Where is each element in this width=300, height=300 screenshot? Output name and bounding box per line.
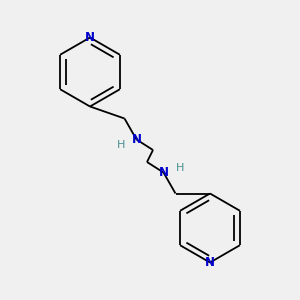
Text: H: H [117,140,126,151]
Text: N: N [131,133,142,146]
Text: N: N [85,31,95,44]
Text: H: H [176,163,184,173]
Text: N: N [158,166,169,179]
Text: N: N [205,256,215,269]
